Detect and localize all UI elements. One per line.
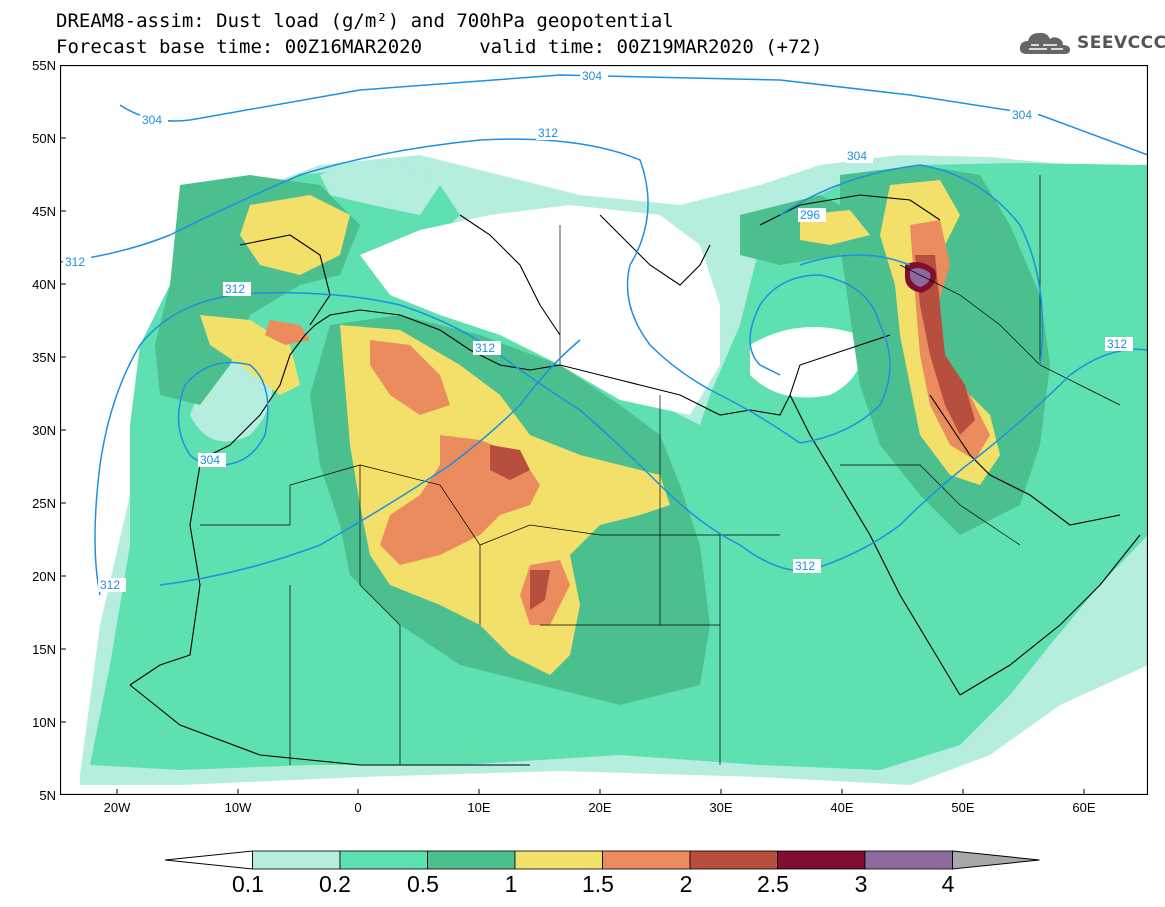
lat-label: 30N	[32, 423, 56, 438]
lat-label: 15N	[32, 642, 56, 657]
dust-load-map: 304 304 304 304 304 312 312 312 312 312 …	[59, 64, 1149, 796]
contour-label: 312	[1107, 337, 1127, 351]
lon-label: 40E	[830, 800, 854, 815]
legend-label: 3	[854, 871, 868, 897]
legend-label: 0.5	[407, 871, 439, 897]
lat-label: 10N	[32, 715, 56, 730]
cloud-icon	[1019, 32, 1070, 54]
contour-label: 304	[200, 453, 220, 467]
legend-label: 0.1	[232, 871, 264, 897]
contour-label: 312	[475, 341, 495, 355]
lat-label: 40N	[32, 277, 56, 292]
lon-label: 20E	[588, 800, 612, 815]
colorbar-bin	[427, 850, 516, 870]
colorbar-bin	[864, 850, 953, 870]
colorbar-bin	[252, 850, 341, 870]
contour-label: 296	[800, 208, 820, 222]
colorbar-over-triangle	[952, 850, 1040, 870]
lat-label: 35N	[32, 350, 56, 365]
country-borders	[200, 175, 1121, 765]
lat-label: 25N	[32, 496, 56, 511]
coastlines	[129, 194, 1141, 766]
lat-label: 50N	[32, 131, 56, 146]
geopotential-contours	[59, 74, 1149, 596]
lon-label: 50E	[951, 800, 975, 815]
legend-label: 4	[941, 871, 955, 897]
dust-band-1.5	[370, 340, 450, 415]
contour-labels: 304 304 304 304 304 312 312 312 312 312 …	[63, 69, 1133, 592]
contour-label: 312	[225, 282, 245, 296]
seevccc-logo: SEEVCCC	[1017, 26, 1165, 60]
lon-label: 0	[354, 800, 362, 815]
legend-label: 1	[504, 871, 518, 897]
colorbar-bin	[339, 850, 428, 870]
colorbar	[164, 850, 1040, 870]
logo-text: SEEVCCC	[1077, 33, 1165, 53]
contour-label: 312	[538, 126, 558, 140]
dust-band-2	[490, 445, 530, 480]
contour-label: 304	[582, 69, 602, 83]
contour-label: 304	[1012, 108, 1032, 122]
map-canvas: 304 304 304 304 304 312 312 312 312 312 …	[59, 64, 1149, 796]
contour-label: 312	[100, 578, 120, 592]
contour-label: 312	[65, 255, 85, 269]
colorbar-legend	[164, 845, 1040, 875]
lat-label: 20N	[32, 569, 56, 584]
contour-label: 304	[142, 113, 162, 127]
lon-label: 30E	[709, 800, 733, 815]
lat-label: 45N	[32, 204, 56, 219]
legend-label: 1.5	[582, 871, 614, 897]
legend-label: 0.2	[319, 871, 351, 897]
lon-label: 10W	[224, 800, 252, 815]
map-title: DREAM8-assim: Dust load (g/m²) and 700hP…	[56, 10, 674, 32]
legend-label: 2	[679, 871, 693, 897]
colorbar-bin	[602, 850, 691, 870]
forecast-time-line: Forecast base time: 00Z16MAR2020 valid t…	[56, 36, 823, 58]
contour-label: 312	[795, 559, 815, 573]
colorbar-bin	[514, 850, 603, 870]
lon-label: 60E	[1072, 800, 1096, 815]
legend-label: 2.5	[757, 871, 789, 897]
lon-label: 10E	[467, 800, 491, 815]
colorbar-bin	[689, 850, 778, 870]
contour-label: 304	[847, 149, 867, 163]
lon-label: 20W	[103, 800, 131, 815]
colorbar-bin	[777, 850, 866, 870]
lat-label: 55N	[32, 58, 56, 73]
lat-label: 5N	[39, 788, 56, 803]
colorbar-under-triangle	[164, 850, 253, 870]
